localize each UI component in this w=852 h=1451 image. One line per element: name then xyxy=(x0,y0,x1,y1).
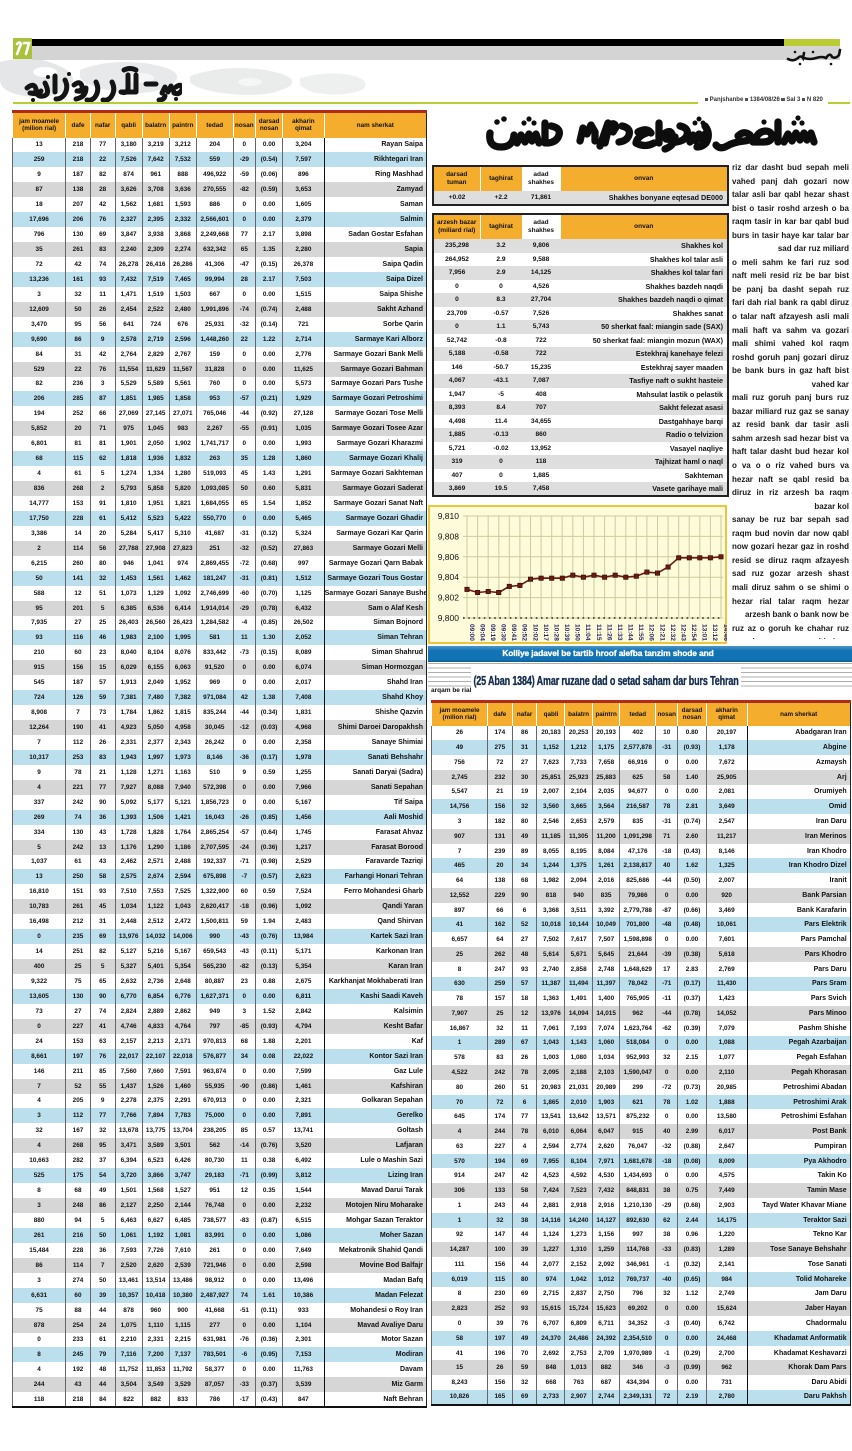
svg-text:9,802: 9,802 xyxy=(438,593,460,603)
svg-text:10:02: 10:02 xyxy=(531,624,538,641)
svg-text:10:28: 10:28 xyxy=(553,624,560,641)
svg-text:10:17: 10:17 xyxy=(542,624,549,641)
svg-text:09:52: 09:52 xyxy=(521,624,528,641)
svg-text:12:06: 12:06 xyxy=(648,624,655,641)
svg-text:12:54: 12:54 xyxy=(690,624,697,641)
svg-text:9,810: 9,810 xyxy=(438,511,460,521)
svg-text:10:50: 10:50 xyxy=(574,624,581,641)
svg-text:9,806: 9,806 xyxy=(438,552,460,562)
svg-text:09:00: 09:00 xyxy=(468,624,475,641)
svg-text:11:33: 11:33 xyxy=(616,624,623,641)
svg-text:11:44: 11:44 xyxy=(627,624,634,641)
svg-text:9,800: 9,800 xyxy=(438,613,460,623)
svg-text:11:04: 11:04 xyxy=(584,624,591,641)
svg-text:09:19: 09:19 xyxy=(489,624,496,641)
svg-text:13:12: 13:12 xyxy=(711,624,718,641)
svg-text:11:15: 11:15 xyxy=(595,624,602,641)
svg-text:10:39: 10:39 xyxy=(563,624,570,641)
svg-text:12:21: 12:21 xyxy=(658,624,665,641)
svg-text:09:30: 09:30 xyxy=(500,624,507,641)
svg-text:09:41: 09:41 xyxy=(510,624,517,641)
svg-text:9,804: 9,804 xyxy=(438,572,460,582)
svg-text:12:32: 12:32 xyxy=(669,624,676,641)
svg-text:11:55: 11:55 xyxy=(637,624,644,641)
svg-text:14:46: 14:46 xyxy=(722,624,727,641)
svg-text:09:04: 09:04 xyxy=(478,624,485,641)
svg-text:11:26: 11:26 xyxy=(605,624,612,641)
svg-text:12:43: 12:43 xyxy=(680,624,687,641)
svg-text:9,808: 9,808 xyxy=(438,531,460,541)
svg-text:13:01: 13:01 xyxy=(701,624,708,641)
